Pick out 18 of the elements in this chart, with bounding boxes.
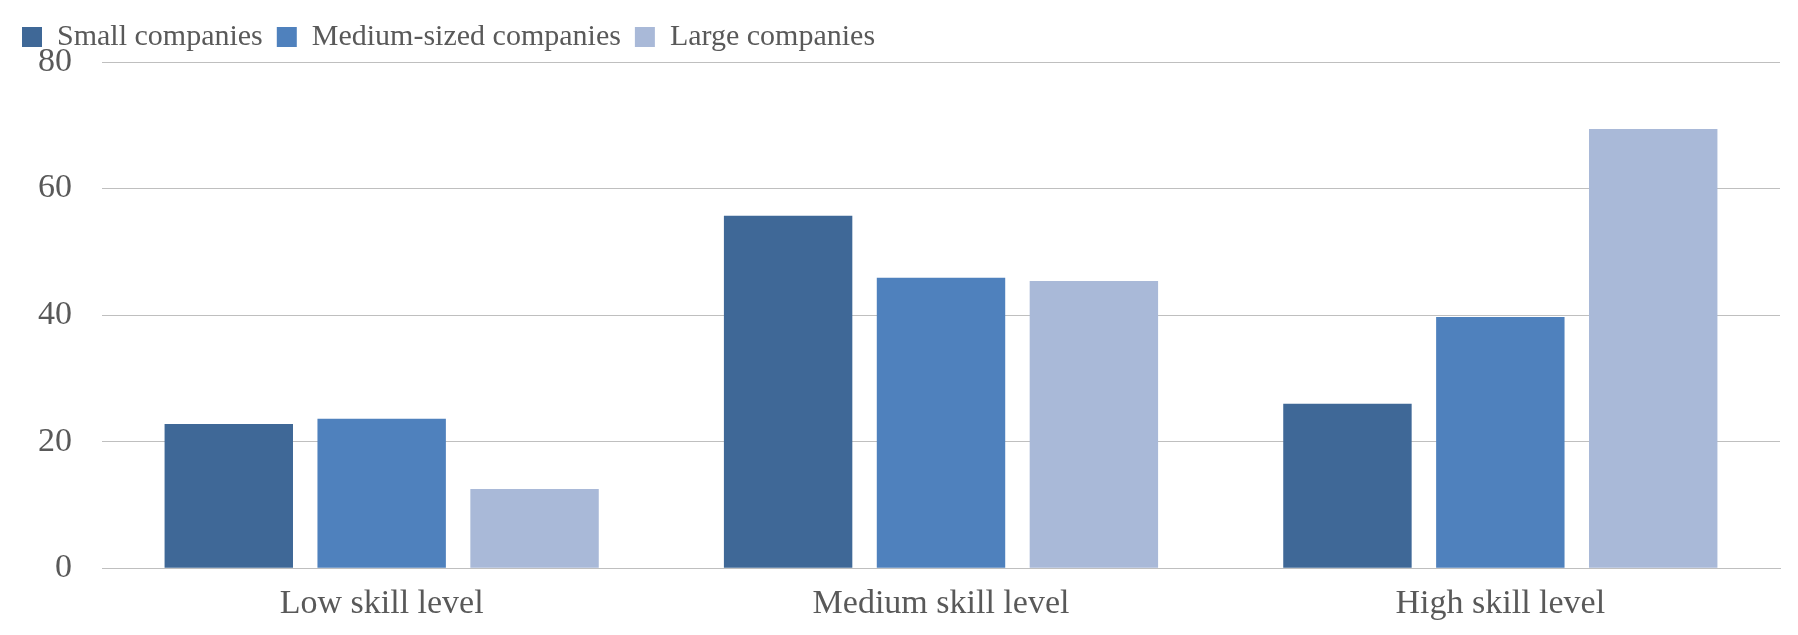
bar [1283,403,1412,568]
bar [1589,129,1718,568]
y-tick-label: 60 [38,167,72,205]
bar [1436,317,1565,568]
bar [317,418,446,568]
x-tick-label: Low skill level [279,582,484,620]
y-tick-label: 40 [38,294,72,332]
x-tick-label: Medium skill level [812,582,1070,620]
bar [470,489,599,568]
legend-label: Large companies [669,17,876,51]
x-tick-label: High skill level [1395,582,1606,620]
y-tick-label: 0 [55,547,72,585]
bar [723,215,853,568]
bar [164,423,293,568]
bar [1029,280,1159,568]
legend-label: Medium-sized companies [311,17,621,51]
y-tick-label: 20 [38,420,72,458]
bar [876,277,1006,568]
